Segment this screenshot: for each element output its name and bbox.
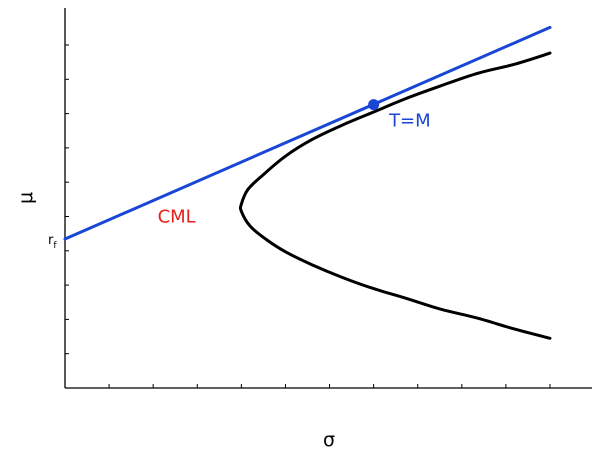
rf-label-subscript: f xyxy=(53,241,57,251)
y-axis-label: μ xyxy=(15,192,37,204)
tangency-point xyxy=(368,99,380,111)
x-axis-label: σ xyxy=(323,429,335,451)
efficient-frontier-curve xyxy=(238,51,552,340)
series-group xyxy=(63,25,552,340)
rf-label-base: r xyxy=(48,233,54,248)
labels-group: σ μ rf xyxy=(15,192,335,451)
points-group xyxy=(368,99,380,111)
capital-market-line xyxy=(63,25,552,241)
rf-label: rf xyxy=(48,233,57,251)
tangency-annotation: T=M xyxy=(388,111,431,132)
cml-annotation: CML xyxy=(158,206,196,227)
annotations-group: CML T=M xyxy=(158,111,431,228)
ticks xyxy=(65,44,551,388)
